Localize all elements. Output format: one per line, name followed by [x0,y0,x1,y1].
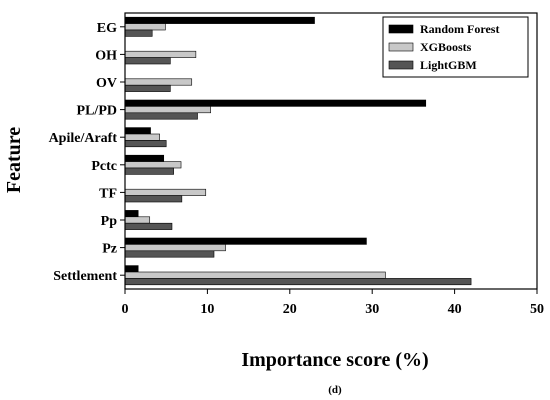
bar-lightgbm-ov [124,84,171,92]
x-tick-label: 20 [283,302,297,317]
bar-lightgbm-settlement [124,278,472,286]
legend: Random Forest XGBoosts LightGBM [382,16,529,78]
x-tick-label: 40 [448,302,462,317]
bars-group [124,16,472,286]
bar-lightgbm-pz [124,250,215,258]
axis-ticks [120,26,538,294]
plot-frame [124,12,538,290]
legend-swatch [388,42,414,52]
bar-lightgbm-eg [124,29,153,37]
bar-random-forest-pctc [124,154,165,162]
x-tick-label: 30 [365,302,379,317]
category-label: Pz [102,242,117,257]
bar-xgboosts-apile-araft [124,133,160,141]
category-label: OV [96,76,117,91]
category-label: Settlement [53,269,117,284]
category-label: PL/PD [77,104,117,119]
legend-swatch [388,60,414,70]
category-label: EG [97,21,117,36]
legend-label: Random Forest [420,22,499,36]
category-label: Pctc [91,159,117,174]
x-axis-title: Importance score (%) [241,349,428,371]
bar-lightgbm-pctc [124,167,174,175]
bar-xgboosts-pl-pd [124,106,211,114]
bar-random-forest-apile-araft [124,127,151,135]
bar-lightgbm-tf [124,195,183,203]
x-tick-label: 0 [122,302,129,317]
bar-xgboosts-settlement [124,271,386,279]
category-label: Apile/Araft [49,131,118,146]
bar-lightgbm-pl-pd [124,112,198,120]
bar-lightgbm-apile-araft [124,140,167,148]
bar-xgboosts-pctc [124,161,182,169]
bar-random-forest-eg [124,16,315,24]
legend-label: XGBoosts [420,40,472,54]
bar-lightgbm-oh [124,57,171,65]
figure-caption: (d) [328,384,342,396]
bar-xgboosts-pp [124,216,151,224]
bar-xgboosts-eg [124,23,166,31]
legend-swatch [388,24,414,34]
bar-random-forest-settlement [124,265,139,273]
y-category-labels: EG OH OV PL/PD Apile/Araft Pctc TF Pp Pz Settleme… [49,21,118,284]
category-label: TF [99,186,117,201]
bar-random-forest-pz [124,237,367,245]
x-tick-labels: 0 10 20 30 40 50 [122,302,545,317]
category-label: Pp [101,214,118,229]
x-tick-label: 50 [530,302,544,317]
bar-random-forest-pp [124,210,139,218]
bar-xgboosts-ov [124,78,193,86]
bar-xgboosts-pz [124,244,226,252]
x-tick-label: 10 [200,302,214,317]
bar-lightgbm-pp [124,222,173,230]
bar-xgboosts-oh [124,50,197,58]
y-axis-title: Feature [3,127,25,193]
bar-xgboosts-tf [124,188,207,196]
bar-random-forest-pl-pd [124,99,427,107]
category-label: OH [95,48,117,63]
legend-label: LightGBM [420,58,477,72]
